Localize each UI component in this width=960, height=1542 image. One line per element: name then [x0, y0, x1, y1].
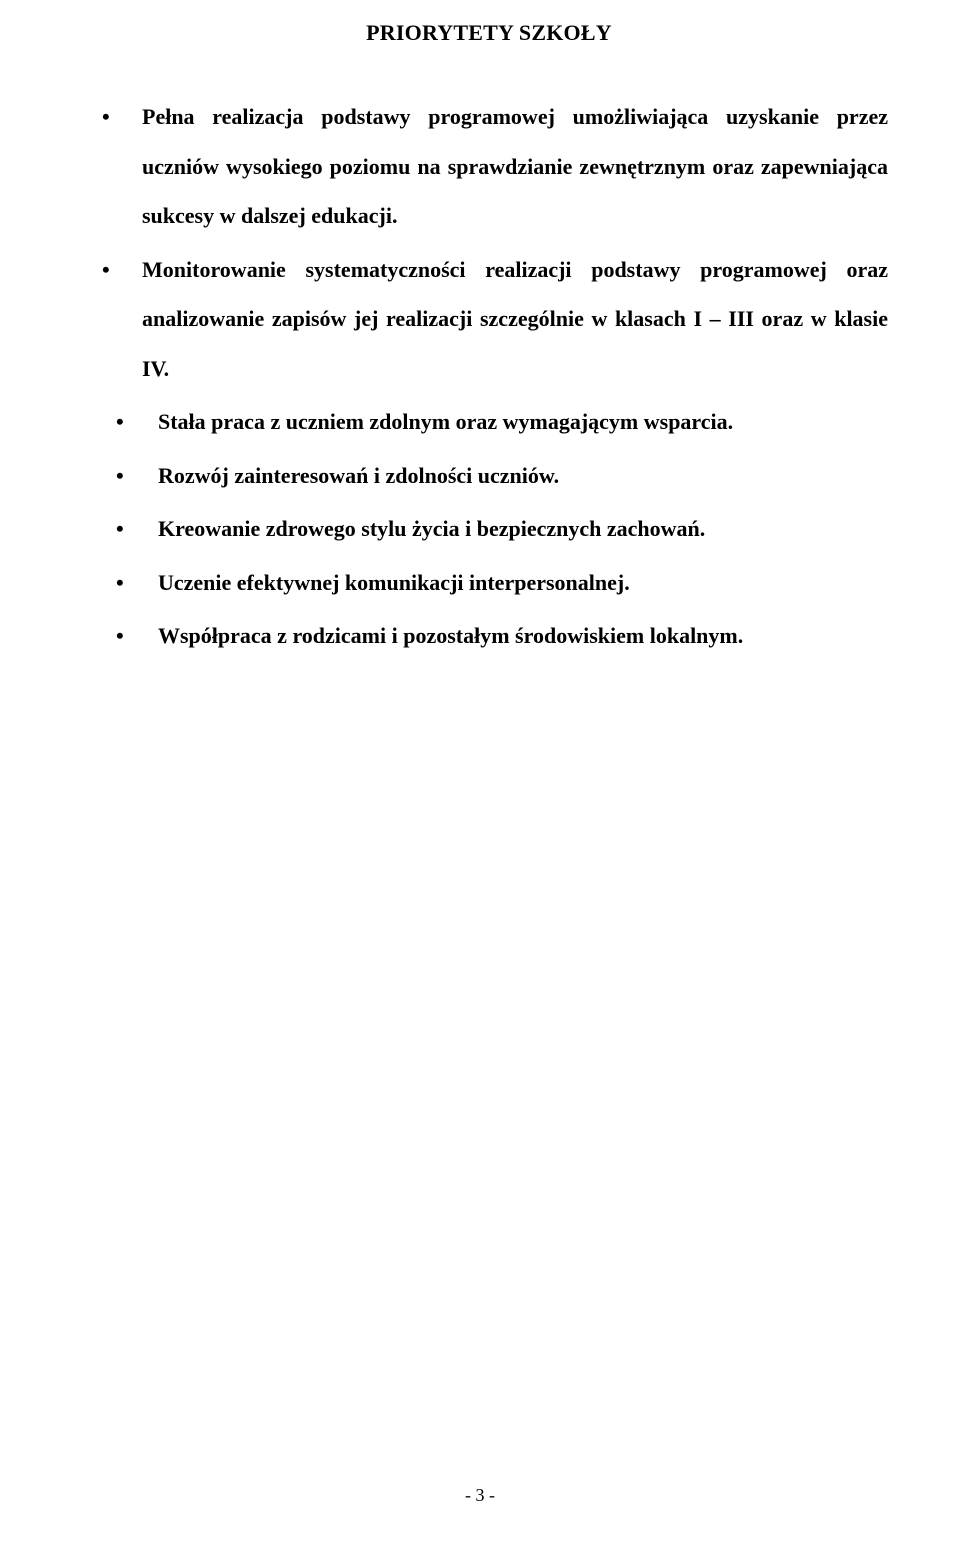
bullet-list: Pełna realizacja podstawy programowej um…: [90, 92, 888, 661]
list-item: Rozwój zainteresowań i zdolności uczniów…: [102, 451, 888, 501]
list-item: Stała praca z uczniem zdolnym oraz wymag…: [102, 397, 888, 447]
list-item: Uczenie efektywnej komunikacji interpers…: [102, 558, 888, 608]
page-number: - 3 -: [0, 1485, 960, 1506]
page-title: PRIORYTETY SZKOŁY: [90, 20, 888, 46]
document-page: PRIORYTETY SZKOŁY Pełna realizacja podst…: [0, 0, 960, 1542]
list-item: Monitorowanie systematyczności realizacj…: [102, 245, 888, 394]
list-item: Kreowanie zdrowego stylu życia i bezpiec…: [102, 504, 888, 554]
list-item: Pełna realizacja podstawy programowej um…: [102, 92, 888, 241]
list-item: Współpraca z rodzicami i pozostałym środ…: [102, 611, 888, 661]
